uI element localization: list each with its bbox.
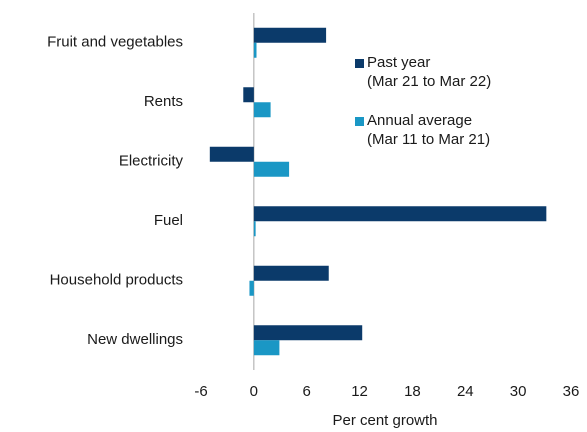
x-tick-label: 18 <box>404 383 421 400</box>
y-tick-label: Fuel <box>154 212 183 229</box>
x-tick-label: 30 <box>510 383 527 400</box>
bar <box>253 206 547 222</box>
x-axis-label: Per cent growth <box>332 412 437 429</box>
bar <box>253 325 363 341</box>
legend-swatch <box>355 59 364 68</box>
legend-label: Annual average (Mar 11 to Mar 21) <box>367 112 491 148</box>
bar <box>253 102 271 118</box>
bar <box>253 340 280 356</box>
x-tick-label: 12 <box>351 383 368 400</box>
x-tick-label: 6 <box>303 383 311 400</box>
bar <box>243 87 254 103</box>
bar <box>253 161 290 177</box>
x-tick-label: 24 <box>457 383 474 400</box>
y-tick-label: Rents <box>144 93 183 110</box>
y-tick-label: New dwellings <box>87 331 183 348</box>
legend-label: Past year (Mar 21 to Mar 22) <box>367 54 492 90</box>
bar <box>209 146 254 162</box>
bar <box>253 27 327 43</box>
x-tick-label: 0 <box>250 383 258 400</box>
y-tick-label: Household products <box>50 272 183 289</box>
bar <box>249 280 254 296</box>
bar <box>253 265 329 281</box>
x-tick-label: 36 <box>563 383 580 400</box>
legend-swatch <box>355 117 364 126</box>
bar <box>253 221 256 237</box>
bar <box>253 42 257 58</box>
y-tick-label: Electricity <box>119 153 184 170</box>
x-tick-label: -6 <box>194 383 207 400</box>
y-tick-label: Fruit and vegetables <box>47 34 183 51</box>
